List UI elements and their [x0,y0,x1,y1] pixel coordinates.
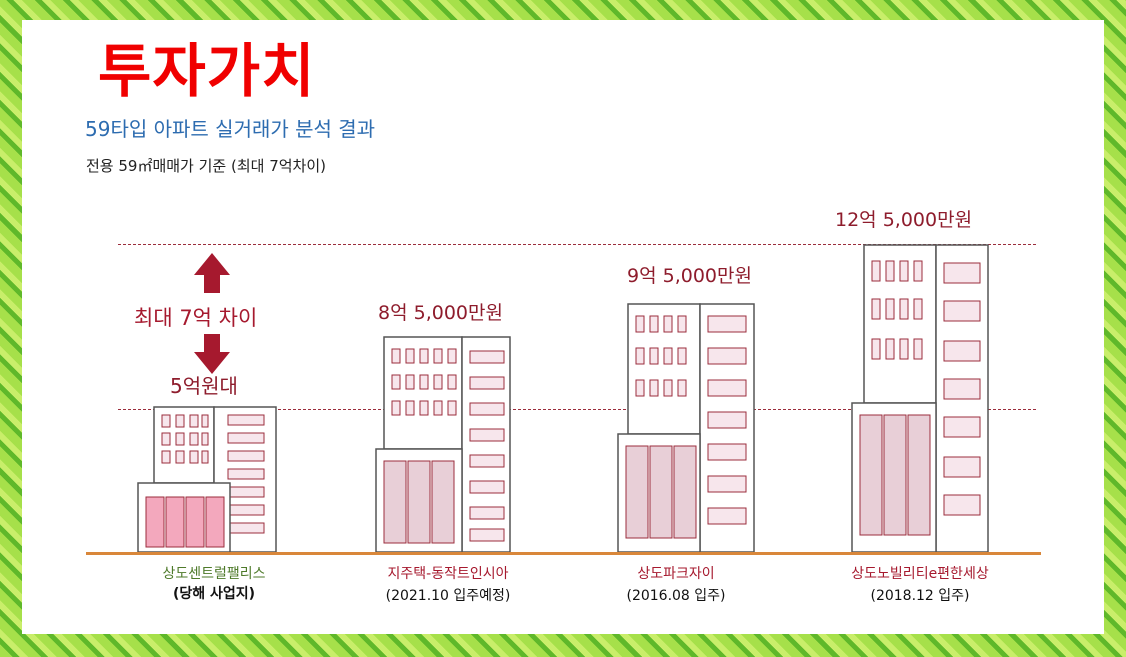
building-sangdo-central-palace [137,406,277,553]
max-price-line [118,244,1036,245]
building-sangdo-park-xi [617,303,755,553]
arrow-up-icon [194,253,230,293]
building-sangdo-nobility-e-pyeonhan [851,244,989,553]
slide-panel: 투자가치 59타입 아파트 실거래가 분석 결과 전용 59㎡매매가 기준 (최… [22,20,1104,634]
arrow-down-icon [194,334,230,374]
price-label: 12억 5,000만원 [835,209,973,231]
gap-label: 최대 7억 차이 [134,306,258,330]
building-name: 지주택-동작트인시아 [387,566,509,582]
building-name: 상도센트럴팰리스 [162,566,266,582]
price-label: 9억 5,000만원 [627,265,752,287]
low-price-label: 5억원대 [170,374,238,398]
building-detail: (2018.12 입주) [870,588,970,604]
building-dongjak-inssia [375,336,511,553]
price-label: 8억 5,000만원 [378,302,503,324]
basis-note: 전용 59㎡매매가 기준 (최대 7억차이) [86,157,327,175]
min-price-line [118,409,1036,410]
ground-line [86,552,1041,555]
page-title: 투자가치 [98,37,316,105]
building-name: 상도파크자이 [637,566,715,582]
building-detail: (2016.08 입주) [626,588,726,604]
analysis-subtitle: 59타입 아파트 실거래가 분석 결과 [85,117,376,141]
building-name: 상도노빌리티e편한세상 [851,566,989,582]
building-detail: (당해 사업지) [172,586,256,602]
building-detail: (2021.10 입주예정) [385,588,511,604]
